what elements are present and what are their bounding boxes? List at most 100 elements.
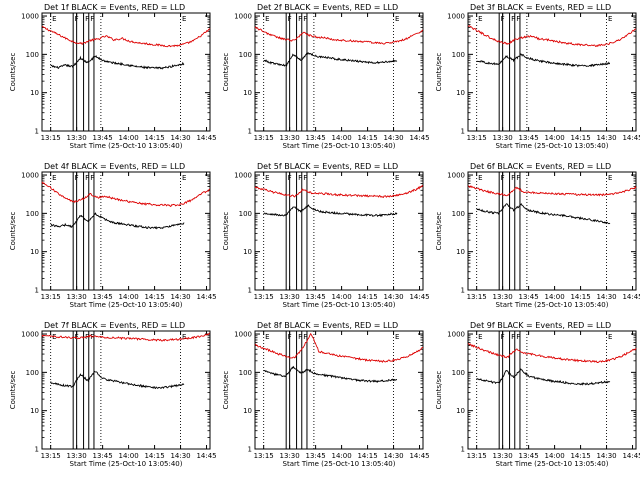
x-tick-label: 14:00 <box>332 134 352 142</box>
events-series-line <box>50 54 185 70</box>
marker-label: F <box>85 15 89 23</box>
x-tick-label: 13:15 <box>467 452 487 460</box>
y-tick-label: 1000 <box>21 13 39 21</box>
x-tick-label: 14:15 <box>144 452 164 460</box>
y-tick-label: 1 <box>35 128 39 136</box>
marker-label: F <box>298 174 302 182</box>
detector-panel: Det 3f BLACK = Events, RED = LLD 1 10 100 10… <box>435 3 640 150</box>
y-tick-label: 1 <box>248 446 252 454</box>
x-tick-label: 14:15 <box>570 134 590 142</box>
y-axis-label: Counts/sec <box>222 212 230 251</box>
x-tick-label: 14:30 <box>170 452 190 460</box>
lld-series-line <box>41 332 211 342</box>
x-tick-label: 14:15 <box>144 293 164 301</box>
events-series-line <box>476 53 610 68</box>
plot-frame <box>254 171 424 291</box>
plot-frame <box>467 330 637 450</box>
y-axis-label: Counts/sec <box>222 371 230 410</box>
x-axis-label: Start Time (25-Oct-10 13:05:40) <box>70 460 183 468</box>
marker-label: F <box>303 15 307 23</box>
marker-label: F <box>75 15 79 23</box>
y-tick-label: 1000 <box>447 172 465 180</box>
x-tick-label: 13:45 <box>306 134 326 142</box>
detector-panel: Det 4f BLACK = Events, RED = LLD 1 10 100 10… <box>9 162 217 309</box>
x-tick-label: 13:45 <box>93 134 113 142</box>
x-tick-label: 13:30 <box>493 452 513 460</box>
x-tick-label: 14:45 <box>622 134 640 142</box>
x-tick-label: 13:45 <box>519 452 539 460</box>
lld-series-line <box>41 25 211 48</box>
y-tick-label: 100 <box>239 369 252 377</box>
plot-frame <box>467 171 637 291</box>
y-axis-label: Counts/sec <box>435 371 443 410</box>
panel-title: Det 2f BLACK = Events, RED = LLD <box>257 3 398 12</box>
x-tick-label: 14:30 <box>170 293 190 301</box>
marker-label: E <box>265 333 269 341</box>
x-tick-label: 13:15 <box>41 293 61 301</box>
y-tick-label: 100 <box>26 369 39 377</box>
marker-label: E <box>265 15 269 23</box>
x-tick-label: 14:30 <box>383 452 403 460</box>
marker-label: F <box>298 333 302 341</box>
x-tick-label: 14:30 <box>383 134 403 142</box>
panel-title: Det 1f BLACK = Events, RED = LLD <box>44 3 185 12</box>
lld-series-line <box>467 342 637 363</box>
y-tick-label: 1000 <box>447 13 465 21</box>
x-tick-label: 14:00 <box>545 134 565 142</box>
y-tick-label: 1000 <box>234 172 252 180</box>
x-tick-label: 13:30 <box>493 293 513 301</box>
detector-panel: Det 1f BLACK = Events, RED = LLD 1 10 100 10… <box>9 3 217 150</box>
plot-frame <box>254 12 424 132</box>
marker-label: F <box>90 15 94 23</box>
x-axis-label: Start Time (25-Oct-10 13:05:40) <box>283 460 396 468</box>
y-tick-label: 1000 <box>234 13 252 21</box>
y-axis-label: Counts/sec <box>9 212 17 251</box>
y-tick-label: 1 <box>461 128 465 136</box>
marker-label: F <box>288 15 292 23</box>
detector-panel: Det 2f BLACK = Events, RED = LLD 1 10 100 10… <box>222 3 430 150</box>
x-tick-label: 13:15 <box>41 452 61 460</box>
y-tick-label: 1 <box>461 446 465 454</box>
marker-label: F <box>85 174 89 182</box>
x-tick-label: 14:00 <box>119 452 139 460</box>
x-tick-label: 14:00 <box>545 452 565 460</box>
y-tick-label: 100 <box>239 210 252 218</box>
marker-label: F <box>501 174 505 182</box>
x-tick-label: 13:30 <box>67 293 87 301</box>
lld-series-line <box>254 332 424 363</box>
x-tick-label: 14:00 <box>545 293 565 301</box>
x-tick-label: 13:15 <box>254 452 274 460</box>
y-axis-label: Counts/sec <box>9 53 17 92</box>
marker-label: F <box>288 333 292 341</box>
x-tick-label: 14:15 <box>357 134 377 142</box>
x-tick-label: 13:15 <box>254 293 274 301</box>
x-axis-label: Start Time (25-Oct-10 13:05:40) <box>283 301 396 309</box>
detector-panel: Det 8f BLACK = Events, RED = LLD 1 10 100 10… <box>222 321 430 468</box>
marker-label: E <box>182 174 186 182</box>
events-series-line <box>50 370 185 390</box>
marker-label: E <box>395 15 399 23</box>
x-tick-label: 14:45 <box>196 452 216 460</box>
x-tick-label: 14:45 <box>196 134 216 142</box>
y-tick-label: 10 <box>243 89 252 97</box>
marker-label: E <box>608 174 612 182</box>
detector-panel: Det 9f BLACK = Events, RED = LLD 1 10 100 10… <box>435 321 640 468</box>
plot-frame <box>254 330 424 450</box>
x-tick-label: 14:45 <box>622 293 640 301</box>
x-tick-label: 13:15 <box>467 293 487 301</box>
marker-label: E <box>182 15 186 23</box>
x-tick-label: 14:30 <box>596 134 616 142</box>
x-tick-label: 13:30 <box>67 452 87 460</box>
lld-series-line <box>467 25 637 48</box>
x-tick-label: 13:15 <box>41 134 61 142</box>
marker-label: F <box>516 15 520 23</box>
x-tick-label: 13:45 <box>306 293 326 301</box>
y-tick-label: 1 <box>35 446 39 454</box>
y-tick-label: 10 <box>243 248 252 256</box>
y-tick-label: 100 <box>452 210 465 218</box>
marker-label: E <box>182 333 186 341</box>
x-tick-label: 13:30 <box>280 134 300 142</box>
panel-title: Det 7f BLACK = Events, RED = LLD <box>44 321 185 330</box>
x-tick-label: 13:15 <box>254 134 274 142</box>
marker-label: E <box>395 174 399 182</box>
